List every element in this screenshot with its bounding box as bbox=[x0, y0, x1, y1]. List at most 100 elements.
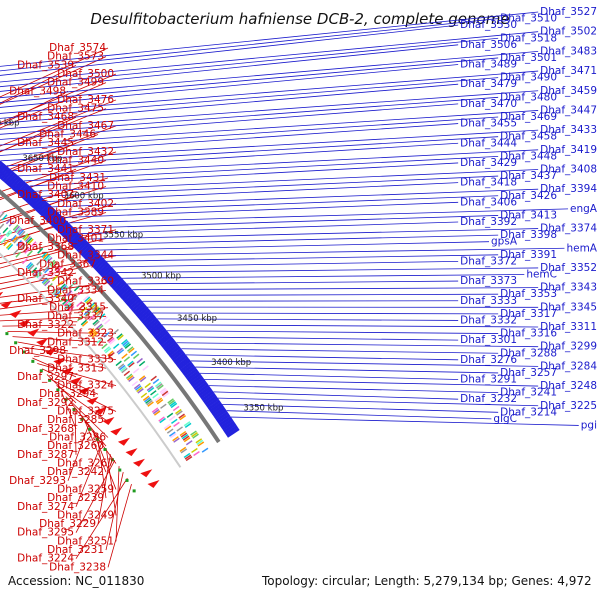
gene-label-right: pgi bbox=[581, 419, 597, 431]
feature-block bbox=[26, 237, 33, 244]
feature-block bbox=[190, 430, 197, 436]
gene-arrow-reverse bbox=[36, 338, 49, 347]
gene-label-right: Dhaf_3317 bbox=[500, 308, 557, 320]
gene-label-left: Dhaf_3400 bbox=[9, 215, 66, 227]
feature-block bbox=[146, 385, 154, 392]
gene-arrow-forward bbox=[107, 273, 120, 285]
gene-arrow-forward bbox=[16, 182, 28, 196]
gene-label-right: Dhaf_3214 bbox=[500, 406, 557, 418]
feature-block bbox=[80, 319, 87, 326]
feature-block bbox=[89, 329, 96, 336]
feature-block bbox=[27, 263, 34, 270]
label-connector-left bbox=[0, 229, 117, 258]
gene-arrow-forward bbox=[56, 220, 69, 233]
feature-block bbox=[179, 415, 187, 421]
feature-block bbox=[97, 324, 104, 331]
gene-arrow-forward bbox=[30, 195, 43, 209]
gene-arrow-forward bbox=[217, 413, 231, 424]
feature-block bbox=[37, 273, 44, 280]
label-connector-right bbox=[85, 228, 539, 240]
gene-arrow-forward bbox=[24, 190, 37, 203]
gene-label-left: Dhaf_3367 bbox=[39, 258, 96, 270]
feature-block bbox=[3, 240, 10, 247]
gene-label-right: hemC bbox=[526, 269, 557, 281]
feature-block bbox=[191, 431, 198, 438]
gene-label-left: Dhaf_3344 bbox=[57, 250, 114, 262]
feature-block bbox=[41, 277, 48, 284]
label-connector-right bbox=[0, 77, 499, 119]
feature-block bbox=[181, 434, 189, 440]
marker-dot bbox=[110, 458, 114, 462]
gene-arrow-forward bbox=[143, 315, 157, 327]
feature-block bbox=[51, 262, 58, 269]
gene-label-right: Dhaf_3419 bbox=[540, 144, 597, 156]
gene-arrow-forward bbox=[118, 285, 131, 298]
gene-label-left: Dhaf_3573 bbox=[47, 51, 104, 63]
feature-block bbox=[64, 301, 71, 308]
gene-arrow-forward bbox=[108, 275, 122, 287]
feature-block bbox=[91, 332, 98, 338]
label-connector-right bbox=[0, 110, 539, 146]
label-connector-left bbox=[17, 341, 69, 352]
feature-block bbox=[88, 327, 95, 334]
gene-label-left: Dhaf_3259 bbox=[57, 483, 114, 495]
label-connector-right bbox=[137, 293, 499, 296]
gene-arrow-forward bbox=[0, 160, 3, 166]
gene-label-right: Dhaf_3447 bbox=[540, 104, 597, 116]
feature-block bbox=[96, 310, 103, 317]
feature-block bbox=[33, 269, 40, 276]
gene-arrow-forward bbox=[162, 339, 176, 351]
feature-block bbox=[49, 259, 56, 266]
feature-block bbox=[144, 397, 151, 403]
label-connector-right bbox=[0, 96, 499, 135]
label-connector-left bbox=[0, 272, 77, 290]
gene-arrow-forward bbox=[147, 319, 160, 331]
feature-block bbox=[125, 373, 133, 380]
kbp-tick-label: 3450 kbp bbox=[177, 314, 217, 324]
gene-label-left: Dhaf_3368 bbox=[17, 241, 74, 253]
gene-label-left: Dhaf_3251 bbox=[57, 535, 114, 547]
gene-label-right: Dhaf_3408 bbox=[540, 164, 597, 176]
gene-label-right: Dhaf_3471 bbox=[540, 65, 597, 77]
feature-block bbox=[140, 392, 148, 399]
gene-label-left: Dhaf_3440 bbox=[47, 155, 104, 167]
gene-arrow-forward bbox=[10, 177, 22, 190]
gene-arrow-forward bbox=[167, 345, 181, 357]
feature-block bbox=[117, 334, 124, 341]
gene-label-right: Dhaf_3469 bbox=[500, 111, 557, 123]
gene-arrow-forward bbox=[141, 313, 155, 325]
feature-block bbox=[35, 271, 42, 278]
feature-block bbox=[150, 375, 157, 382]
gene-arrow-forward bbox=[119, 287, 133, 300]
gene-arrow-forward bbox=[207, 399, 221, 411]
gene-label-right: Dhaf_3527 bbox=[540, 6, 597, 18]
label-connector-left bbox=[65, 396, 109, 438]
label-connector-right bbox=[127, 280, 459, 285]
label-connector-right bbox=[116, 267, 539, 273]
feature-block bbox=[64, 275, 71, 282]
feature-block bbox=[30, 241, 37, 248]
gene-arrow-reverse bbox=[102, 417, 115, 426]
label-connector-left bbox=[2, 324, 77, 327]
label-connector-left bbox=[0, 160, 107, 199]
gene-label-left: Dhaf_3402 bbox=[57, 198, 114, 210]
feature-block bbox=[77, 289, 84, 296]
gene-label-right: Dhaf_3470 bbox=[460, 98, 517, 110]
feature-block bbox=[59, 283, 66, 290]
feature-block bbox=[109, 339, 116, 345]
gene-arrow-forward bbox=[0, 167, 12, 181]
gene-label-left: Dhaf_3294 bbox=[39, 388, 96, 400]
label-connector-left bbox=[60, 390, 77, 429]
gene-label-right: Dhaf_3291 bbox=[460, 374, 517, 386]
gene-arrow-forward bbox=[191, 376, 205, 388]
feature-block bbox=[171, 418, 178, 424]
feature-block bbox=[101, 316, 108, 322]
gene-label-right: Dhaf_3353 bbox=[500, 288, 557, 300]
gene-label-left: Dhaf_3322 bbox=[17, 319, 74, 331]
label-connector-right bbox=[222, 403, 499, 413]
gene-arrow-forward bbox=[194, 381, 208, 393]
gene-label-right: Dhaf_3433 bbox=[540, 124, 597, 136]
feature-block bbox=[117, 363, 125, 369]
label-connector-right bbox=[0, 18, 499, 72]
feature-block bbox=[138, 375, 146, 381]
